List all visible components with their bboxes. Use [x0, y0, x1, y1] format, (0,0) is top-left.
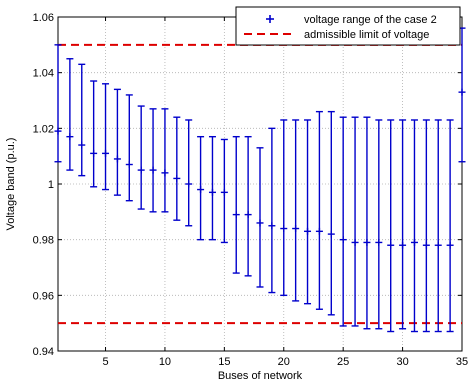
x-tick-label: 5 — [102, 356, 108, 368]
y-tick-label: 1.04 — [33, 68, 54, 80]
error-bar — [268, 127, 276, 294]
error-bar — [315, 110, 323, 310]
error-bar — [125, 94, 133, 202]
error-bar — [220, 138, 228, 244]
legend-marker-voltage-range — [266, 15, 274, 23]
error-bar — [256, 147, 264, 288]
x-tick-label: 30 — [396, 356, 408, 368]
y-tick-label: 1.06 — [33, 12, 54, 24]
error-bar — [161, 108, 169, 213]
error-bar — [422, 119, 430, 333]
x-tick-label: 25 — [337, 356, 349, 368]
y-tick-label: 0.98 — [33, 235, 54, 247]
error-bar — [90, 80, 98, 188]
error-bars — [54, 27, 466, 333]
x-tick-label: 15 — [218, 356, 230, 368]
error-bar — [410, 119, 418, 333]
y-tick-label: 1 — [48, 179, 54, 191]
error-bar — [185, 119, 193, 227]
x-tick-label: 10 — [159, 356, 171, 368]
error-bar — [351, 116, 359, 327]
error-bar — [387, 119, 395, 333]
error-bar — [173, 116, 181, 221]
error-bar — [197, 135, 205, 241]
x-tick-label: 20 — [278, 356, 290, 368]
error-bar — [149, 108, 157, 213]
error-bar — [399, 119, 407, 330]
legend-label-voltage-range: voltage range of the case 2 — [304, 14, 437, 26]
error-bar — [102, 83, 110, 191]
error-bar — [244, 135, 252, 277]
error-bar — [304, 119, 312, 305]
x-axis-label: Buses of network — [218, 370, 303, 382]
y-tick-label: 0.96 — [33, 290, 54, 302]
error-bar — [446, 119, 454, 333]
error-bar — [66, 58, 74, 171]
error-bar — [137, 105, 145, 210]
error-bar — [208, 135, 216, 241]
tick-labels: 5 10 15 20 25 30 35 0.94 0.96 0.98 1 1.02 1.04 1.06 — [33, 12, 469, 368]
error-bar — [339, 116, 347, 327]
error-bar — [280, 119, 288, 297]
error-bar — [434, 119, 442, 333]
error-bar — [292, 119, 300, 302]
y-tick-label: 0.94 — [33, 346, 54, 358]
y-tick-label: 1.02 — [33, 123, 54, 135]
axis-ticks — [58, 16, 463, 352]
legend: voltage range of the case 2 admissible l… — [235, 6, 461, 46]
error-bar — [375, 119, 383, 330]
legend-label-admissible-limit: admissible limit of voltage — [304, 29, 429, 41]
error-bar — [327, 110, 335, 316]
error-bar — [232, 135, 240, 274]
y-axis-label: Voltage band (p.u.) — [5, 138, 17, 231]
error-bar — [363, 116, 371, 330]
x-tick-label: 35 — [456, 356, 468, 368]
error-bar — [113, 88, 121, 196]
error-bar — [78, 63, 86, 177]
error-bar — [54, 44, 62, 163]
legend-box — [235, 6, 461, 46]
